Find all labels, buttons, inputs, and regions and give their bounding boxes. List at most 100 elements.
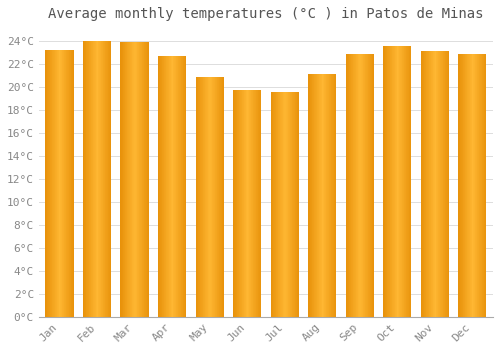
Bar [96, 41, 97, 317]
Bar [442, 51, 444, 317]
Bar [315, 74, 316, 317]
Bar [235, 90, 236, 317]
Bar [223, 77, 224, 317]
Bar [70, 50, 72, 317]
Bar [326, 74, 327, 317]
Bar [260, 90, 261, 317]
Bar [136, 42, 138, 317]
Bar [467, 54, 468, 317]
Bar [393, 46, 394, 317]
Bar [316, 74, 318, 317]
Bar [170, 56, 172, 317]
Bar [422, 51, 423, 317]
Bar [483, 54, 484, 317]
Bar [209, 77, 210, 317]
Bar [219, 77, 220, 317]
Bar [84, 41, 85, 317]
Bar [168, 56, 170, 317]
Bar [241, 90, 242, 317]
Bar [213, 77, 214, 317]
Bar [64, 50, 65, 317]
Bar [352, 54, 354, 317]
Bar [202, 77, 203, 317]
Bar [55, 50, 56, 317]
Bar [139, 42, 140, 317]
Bar [257, 90, 258, 317]
Bar [427, 51, 428, 317]
Bar [328, 74, 330, 317]
Bar [133, 42, 134, 317]
Bar [330, 74, 332, 317]
Bar [176, 56, 177, 317]
Bar [204, 77, 206, 317]
Bar [400, 46, 401, 317]
Bar [66, 50, 67, 317]
Bar [275, 92, 276, 317]
Bar [386, 46, 387, 317]
Bar [67, 50, 68, 317]
Bar [107, 41, 108, 317]
Bar [131, 42, 132, 317]
Bar [197, 77, 198, 317]
Bar [440, 51, 441, 317]
Bar [128, 42, 129, 317]
Bar [106, 41, 107, 317]
Bar [388, 46, 389, 317]
Bar [348, 54, 349, 317]
Bar [349, 54, 350, 317]
Bar [435, 51, 436, 317]
Bar [484, 54, 485, 317]
Bar [122, 42, 124, 317]
Bar [178, 56, 179, 317]
Bar [98, 41, 99, 317]
Bar [97, 41, 98, 317]
Bar [51, 50, 52, 317]
Bar [167, 56, 168, 317]
Bar [401, 46, 402, 317]
Bar [83, 41, 84, 317]
Bar [426, 51, 427, 317]
Bar [311, 74, 312, 317]
Bar [290, 92, 291, 317]
Bar [88, 41, 90, 317]
Bar [308, 74, 309, 317]
Bar [406, 46, 407, 317]
Bar [222, 77, 223, 317]
Bar [408, 46, 410, 317]
Bar [323, 74, 324, 317]
Bar [158, 56, 160, 317]
Bar [90, 41, 92, 317]
Bar [177, 56, 178, 317]
Bar [439, 51, 440, 317]
Bar [145, 42, 146, 317]
Bar [398, 46, 400, 317]
Bar [475, 54, 476, 317]
Bar [201, 77, 202, 317]
Bar [47, 50, 48, 317]
Bar [462, 54, 464, 317]
Bar [395, 46, 396, 317]
Bar [314, 74, 315, 317]
Bar [432, 51, 433, 317]
Bar [468, 54, 469, 317]
Bar [361, 54, 362, 317]
Bar [126, 42, 127, 317]
Bar [199, 77, 200, 317]
Bar [236, 90, 238, 317]
Bar [49, 50, 50, 317]
Bar [147, 42, 148, 317]
Bar [254, 90, 255, 317]
Bar [99, 41, 100, 317]
Bar [470, 54, 471, 317]
Bar [242, 90, 243, 317]
Bar [391, 46, 392, 317]
Bar [120, 42, 121, 317]
Bar [372, 54, 373, 317]
Bar [430, 51, 432, 317]
Bar [181, 56, 182, 317]
Bar [447, 51, 448, 317]
Bar [94, 41, 95, 317]
Bar [182, 56, 184, 317]
Bar [359, 54, 360, 317]
Bar [448, 51, 449, 317]
